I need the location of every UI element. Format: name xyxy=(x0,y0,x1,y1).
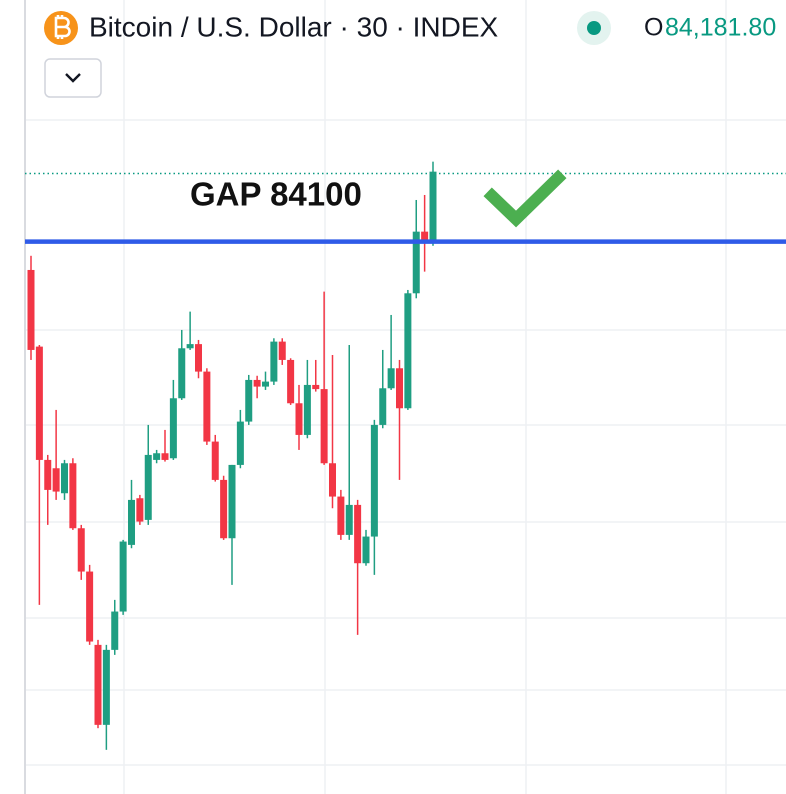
candle-body xyxy=(370,424,378,537)
candle-body xyxy=(77,528,85,572)
candle-body xyxy=(379,388,387,425)
candle-body xyxy=(329,463,336,497)
candle-body xyxy=(169,398,177,459)
candle-body xyxy=(278,341,286,360)
candle-body xyxy=(412,231,420,294)
candle-body xyxy=(44,459,52,490)
candle-body xyxy=(69,463,77,529)
candle-body xyxy=(161,453,169,460)
candle-body xyxy=(337,496,345,535)
ohlc-label: O xyxy=(644,14,663,42)
candle-body xyxy=(153,453,161,460)
candle-body xyxy=(387,368,395,389)
annotation: GAP 84100 xyxy=(190,176,362,213)
candle-body xyxy=(128,499,135,545)
candle-body xyxy=(421,231,429,242)
bitcoin-glyph xyxy=(54,15,71,39)
candle-body xyxy=(320,389,328,464)
candle-body xyxy=(303,384,311,435)
candle-body xyxy=(253,379,261,387)
candle-body xyxy=(119,541,127,612)
candle-body xyxy=(94,644,102,725)
status-dot xyxy=(587,21,601,35)
candle-body xyxy=(312,384,320,390)
collapse-button[interactable] xyxy=(44,58,102,98)
candle-body xyxy=(220,479,228,539)
chevron-icon xyxy=(65,73,81,83)
candle-body xyxy=(262,381,269,387)
candle-body xyxy=(236,421,244,465)
candle-body xyxy=(295,403,303,435)
candle-body xyxy=(186,344,194,349)
plot xyxy=(25,161,786,750)
ohlc-value: 84,181.80 xyxy=(665,14,776,42)
candle-body xyxy=(86,571,94,642)
candle-body xyxy=(111,611,119,650)
candle-body xyxy=(396,368,403,409)
candle-body xyxy=(429,171,437,242)
candle-body xyxy=(195,344,202,372)
candle-body xyxy=(52,468,60,492)
candle-body xyxy=(245,379,253,422)
candle-body xyxy=(287,359,295,404)
candle-body xyxy=(354,504,362,564)
candle-body xyxy=(27,269,35,350)
candle-body xyxy=(345,504,353,535)
check-mark xyxy=(483,169,567,228)
candle-body xyxy=(203,371,211,442)
candle-body xyxy=(136,498,144,522)
candle-body xyxy=(61,463,68,494)
candle-body xyxy=(228,464,236,539)
candle-body xyxy=(102,649,110,725)
candle-body xyxy=(404,293,412,409)
candle-body xyxy=(270,341,278,382)
symbol-title: Bitcoin / U.S. Dollar · 30 · INDEX xyxy=(89,11,499,42)
candle-body xyxy=(35,346,43,460)
candle-body xyxy=(144,454,152,520)
candle-body xyxy=(211,441,219,480)
candle-body xyxy=(362,536,370,564)
candle-body xyxy=(178,348,186,399)
